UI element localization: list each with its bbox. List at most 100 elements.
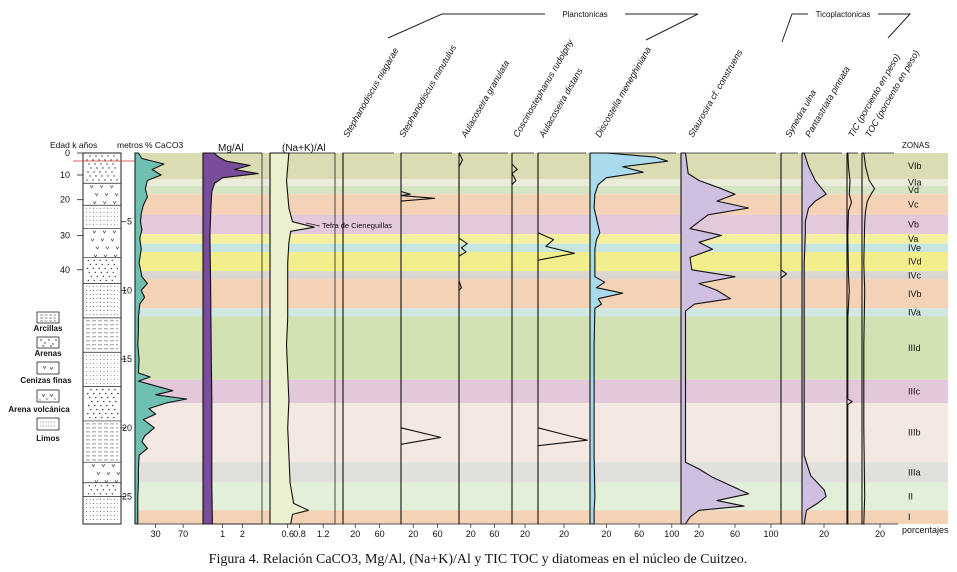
sand-grain bbox=[89, 263, 91, 266]
zone-label-bg-vc bbox=[898, 194, 948, 215]
ash-mark bbox=[100, 238, 105, 242]
age-tick-label: 10 bbox=[60, 170, 70, 180]
series-area-aulacoseira-distans bbox=[537, 152, 588, 525]
sand-grain bbox=[95, 175, 97, 177]
sand-grain bbox=[103, 400, 105, 403]
depth-tick-label: 5 bbox=[127, 217, 132, 227]
series-area-staurosira-cf-construens bbox=[680, 152, 750, 525]
sand-grain bbox=[97, 400, 99, 403]
x-tick-label-staurosira-cf-construens: 100 bbox=[763, 529, 778, 539]
zonas-header: ZONAS bbox=[902, 141, 930, 150]
legend-swatch-arena-volcanica bbox=[36, 389, 60, 403]
ash-mark bbox=[96, 472, 101, 476]
series-label-staurosira-cf-construens: Staurosira cf. construens bbox=[686, 47, 745, 139]
ash-mark bbox=[101, 464, 106, 468]
sand-grain bbox=[101, 263, 103, 266]
sand-grain bbox=[112, 485, 115, 487]
sand-grain bbox=[95, 396, 97, 399]
sand-grain bbox=[98, 179, 100, 181]
zone-band-iiia bbox=[135, 462, 898, 483]
ash-mark bbox=[103, 254, 108, 258]
zone-label-va: Va bbox=[908, 234, 918, 244]
sand-grain bbox=[113, 416, 115, 419]
zone-label-iiia: IIIa bbox=[908, 467, 921, 477]
zone-label-bg-iiid bbox=[898, 316, 948, 380]
sand-grain bbox=[101, 396, 103, 399]
sand-grain bbox=[106, 163, 108, 165]
x-tick-label-stephanodiscus-niagarae: 60 bbox=[375, 529, 385, 539]
zone-label-bg-ivb bbox=[898, 279, 948, 309]
x-tick-label-caco3: 70 bbox=[178, 529, 188, 539]
sand-grain bbox=[96, 408, 98, 411]
zone-label-iiid: IIId bbox=[908, 343, 921, 353]
sand-grain bbox=[110, 179, 112, 181]
series-area-coscinostephanus-rudolphy bbox=[511, 152, 518, 525]
x-tick-label-na-k-al: 0.6 bbox=[281, 529, 294, 539]
sand-grain bbox=[108, 408, 110, 411]
ash-mark bbox=[112, 230, 117, 234]
sand-grain bbox=[105, 171, 107, 173]
sand-grain bbox=[105, 259, 107, 262]
lithology-column bbox=[82, 152, 122, 525]
sand-grain bbox=[98, 159, 100, 161]
sand-grain bbox=[105, 493, 108, 495]
sand-grain bbox=[99, 412, 101, 415]
zone-label-vb: Vb bbox=[908, 219, 919, 229]
sand-grain bbox=[107, 396, 109, 399]
sand-grain bbox=[105, 412, 107, 415]
sand-grain bbox=[100, 404, 102, 407]
zone-band-ivb bbox=[135, 279, 898, 309]
sand-grain bbox=[93, 259, 95, 262]
zone-label-bg-iiib bbox=[898, 403, 948, 463]
zone-label-iva: IVa bbox=[908, 307, 921, 317]
sand-grain bbox=[99, 493, 102, 495]
ash-mark bbox=[111, 464, 116, 468]
sand-grain bbox=[88, 485, 91, 487]
sand-grain bbox=[87, 279, 89, 282]
x-tick-label-toc-porciento-en-peso: 20 bbox=[875, 529, 885, 539]
sand-grain bbox=[99, 392, 101, 395]
sand-grain bbox=[94, 163, 96, 165]
caco3-header: % CaCO3 bbox=[145, 140, 184, 150]
series-area-pantastriata-pinnata bbox=[801, 152, 827, 525]
age-tick-label: 40 bbox=[60, 265, 70, 275]
legend-swatch-arcillas bbox=[36, 311, 60, 324]
depth-tick-label: 20 bbox=[122, 423, 132, 433]
sand-grain bbox=[104, 267, 106, 270]
sand-grain bbox=[113, 155, 115, 157]
sand-grain bbox=[101, 155, 103, 157]
sand-grain bbox=[92, 179, 94, 181]
series-area-discostella-meneghiniana bbox=[589, 152, 669, 525]
sand-grain bbox=[95, 416, 97, 419]
zone-label-bg-iiic bbox=[898, 379, 948, 404]
series-area-synedra-ulna bbox=[780, 152, 788, 525]
depth-tick-label: 25 bbox=[122, 492, 132, 502]
edad-header: Edad k años bbox=[50, 140, 97, 150]
sand-grain bbox=[100, 163, 102, 165]
sand-grain bbox=[111, 493, 114, 495]
series-area-toc-porciento-en-peso bbox=[861, 152, 876, 525]
ash-mark bbox=[114, 193, 119, 197]
zone-band-va bbox=[135, 234, 898, 244]
ash-mark bbox=[116, 472, 121, 476]
ash-mark bbox=[104, 480, 109, 484]
legend-label-limos: Limos bbox=[36, 434, 60, 443]
legend-pattern-arenas bbox=[40, 339, 57, 347]
porcentajes-label: porcentajes bbox=[902, 525, 949, 535]
zone-label-via: VIa bbox=[908, 178, 922, 188]
ash-mark bbox=[92, 230, 97, 234]
zone-label-ii: II bbox=[908, 492, 913, 502]
sand-grain bbox=[116, 159, 118, 161]
zone-band-iiic bbox=[135, 379, 898, 404]
zone-band-ivc bbox=[135, 271, 898, 280]
age-tick-label: 0 bbox=[65, 148, 70, 158]
legend-pattern-arcillas bbox=[40, 314, 56, 322]
zone-label-iiic: IIIc bbox=[908, 386, 921, 396]
sand-grain bbox=[91, 400, 93, 403]
sand-grain bbox=[117, 412, 119, 415]
sand-grain bbox=[90, 275, 92, 278]
sand-grain bbox=[102, 489, 105, 491]
ash-mark bbox=[112, 201, 117, 205]
